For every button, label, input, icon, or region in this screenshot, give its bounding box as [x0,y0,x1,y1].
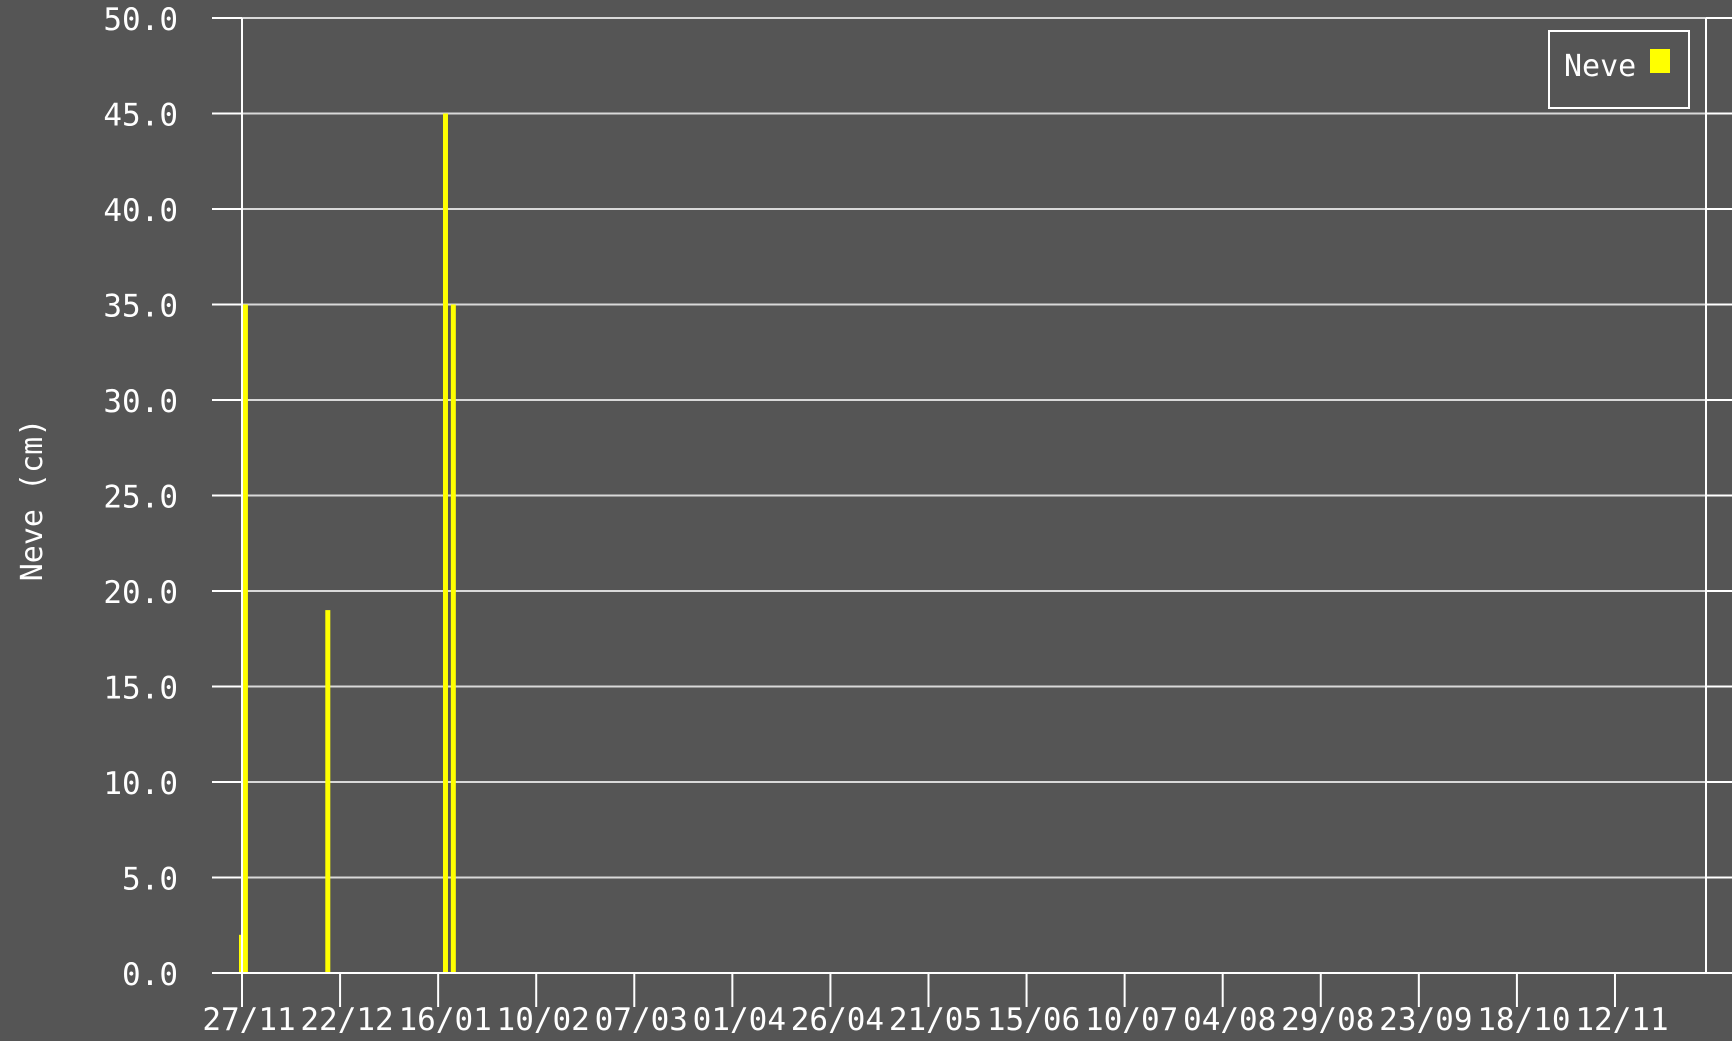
bar [450,304,456,973]
y-tick-label: 30.0 [103,384,178,420]
x-tick-label: 18/10 [1477,1002,1570,1036]
x-tick-label: 10/07 [1085,1002,1178,1036]
x-tick-label: 22/12 [300,1002,393,1036]
y-tick-label: 0.0 [122,957,178,993]
gridlines [242,17,1706,879]
axes [212,17,1732,1007]
y-axis-label: Neve (cm) [15,419,50,582]
y-tick-label: 45.0 [103,98,178,134]
y-tick-label: 20.0 [103,575,178,611]
y-tick-label: 10.0 [103,766,178,802]
legend-swatch [1650,49,1670,73]
y-tick-label: 25.0 [103,480,178,516]
x-tick-label: 10/02 [497,1002,590,1036]
legend: Neve [1548,30,1690,109]
y-tick-labels: 0.0 5.0 10.0 15.0 20.0 25.0 30.0 35.0 40.0 45.0 50… [103,2,178,993]
x-tick-label: 16/01 [398,1002,491,1036]
x-tick-label: 29/08 [1281,1002,1374,1036]
y-tick-label: 35.0 [103,289,178,325]
x-tick-label: 21/05 [889,1002,982,1036]
y-tick-label: 40.0 [103,193,178,229]
y-tick-label: 15.0 [103,671,178,707]
legend-box [1548,30,1690,109]
x-tick-labels: 27/11 22/12 16/01 10/02 07/03 01/04 26/04 21/05… [202,1002,1668,1038]
legend-label: Neve [1564,49,1636,84]
y-tick-label: 5.0 [122,862,178,898]
x-tick-label: 07/03 [595,1002,688,1036]
x-tick-label: 26/04 [791,1002,884,1036]
bar [325,610,331,973]
bar [442,113,448,973]
x-tick-label: 12/11 [1575,1002,1668,1036]
y-tick-label: 50.0 [103,2,178,38]
x-tick-label: 04/08 [1183,1002,1276,1036]
x-tick-label: 23/09 [1379,1002,1472,1036]
bar [242,304,248,973]
x-tick-label: 15/06 [987,1002,1080,1036]
x-tick-label: 01/04 [693,1002,786,1036]
x-tick-label: 27/11 [202,1002,295,1036]
